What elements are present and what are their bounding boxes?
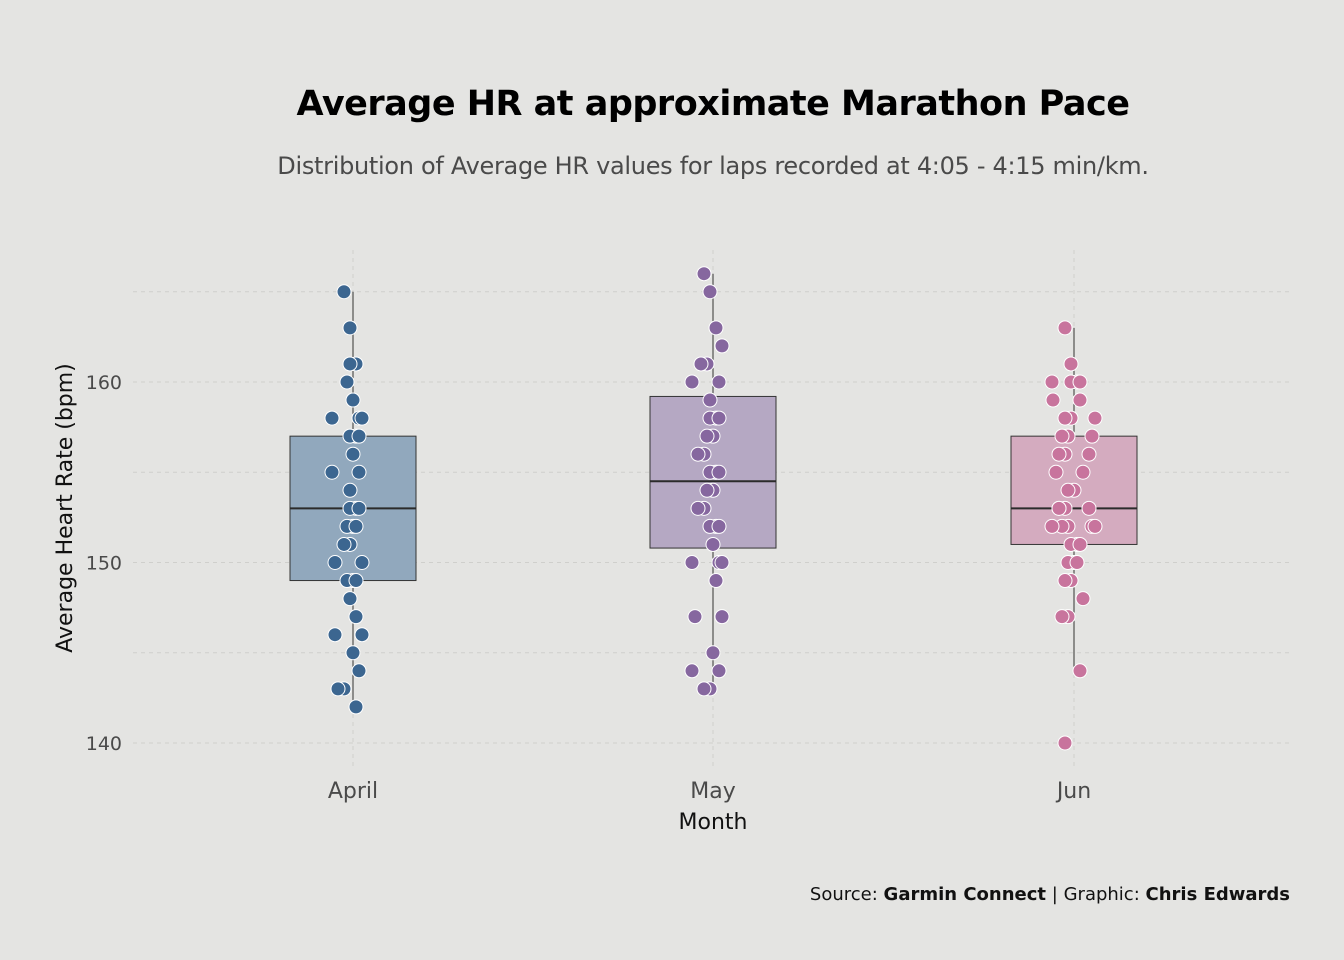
data-point	[345, 446, 361, 462]
y-tick-label: 140	[86, 733, 122, 755]
data-point	[1087, 518, 1103, 534]
y-tick-label: 160	[86, 372, 122, 394]
data-point	[348, 573, 364, 589]
data-point	[1072, 663, 1088, 679]
caption-graphic-label: Graphic:	[1063, 884, 1140, 905]
data-point	[354, 627, 370, 643]
y-axis-title: Average Heart Rate (bpm)	[53, 363, 78, 653]
data-point	[690, 500, 706, 516]
data-point	[702, 392, 718, 408]
caption-source-label: Source:	[809, 884, 878, 905]
data-point	[1057, 320, 1073, 336]
data-point	[705, 645, 721, 661]
data-point	[696, 681, 712, 697]
chart-title: Average HR at approximate Marathon Pace	[296, 84, 1131, 124]
data-point	[1045, 392, 1061, 408]
data-point	[693, 356, 709, 372]
data-point	[1072, 536, 1088, 552]
x-tick-label: Jun	[1055, 779, 1091, 804]
data-point	[345, 645, 361, 661]
caption-graphic: Chris Edwards	[1145, 884, 1290, 905]
data-point	[324, 410, 340, 426]
data-point	[1072, 374, 1088, 390]
data-point	[705, 536, 721, 552]
data-point	[711, 410, 727, 426]
chart-caption: Source: Garmin Connect | Graphic: Chris …	[810, 884, 1290, 905]
data-point	[1054, 609, 1070, 625]
data-point	[690, 446, 706, 462]
data-point	[714, 555, 730, 570]
data-point	[1057, 573, 1073, 589]
data-point	[348, 518, 364, 534]
x-axis-title: Month	[679, 810, 748, 835]
data-point	[1057, 410, 1073, 426]
y-tick-label: 150	[86, 553, 122, 575]
data-point	[702, 284, 718, 300]
data-point	[339, 374, 355, 390]
data-point	[1051, 446, 1067, 462]
data-point	[1054, 428, 1070, 444]
data-point	[354, 410, 370, 426]
data-point	[1044, 518, 1060, 534]
data-point	[342, 320, 358, 336]
data-point	[711, 464, 727, 480]
x-tick-label: April	[328, 779, 378, 804]
data-point	[336, 284, 352, 300]
data-point	[714, 609, 730, 625]
data-point	[714, 338, 730, 354]
caption-source: Garmin Connect	[883, 884, 1047, 905]
data-point	[1057, 735, 1073, 751]
data-point	[699, 482, 715, 498]
data-point	[711, 518, 727, 534]
data-point	[708, 320, 724, 336]
data-point	[348, 699, 364, 715]
data-point	[1051, 500, 1067, 516]
data-point	[1087, 410, 1103, 426]
data-point	[699, 428, 715, 444]
data-point	[684, 555, 700, 570]
data-point	[330, 681, 346, 697]
data-point	[684, 663, 700, 679]
data-point	[1060, 482, 1076, 498]
data-point	[1069, 555, 1085, 570]
caption-separator: |	[1051, 884, 1058, 905]
x-tick-label: May	[690, 779, 735, 804]
data-point	[351, 663, 367, 679]
data-point	[348, 609, 364, 625]
data-point	[1072, 392, 1088, 408]
data-point	[1081, 446, 1097, 462]
data-point	[1048, 464, 1064, 480]
data-point	[1044, 374, 1060, 390]
data-point	[711, 663, 727, 679]
data-point	[684, 374, 700, 390]
data-point	[324, 464, 340, 480]
chart-subtitle: Distribution of Average HR values for la…	[277, 152, 1149, 180]
data-point	[351, 464, 367, 480]
data-point	[711, 374, 727, 390]
data-point	[345, 392, 361, 408]
data-point	[1063, 356, 1079, 372]
data-point	[708, 573, 724, 589]
data-point	[327, 555, 343, 570]
data-point	[1075, 591, 1091, 607]
data-point	[351, 428, 367, 444]
data-point	[351, 500, 367, 516]
data-point	[1084, 428, 1100, 444]
data-point	[327, 627, 343, 643]
data-point	[342, 591, 358, 607]
data-point	[342, 482, 358, 498]
data-point	[687, 609, 703, 625]
data-point	[336, 536, 352, 552]
data-point	[1081, 500, 1097, 516]
data-point	[1075, 464, 1091, 480]
data-point	[696, 266, 712, 282]
data-point	[342, 356, 358, 372]
data-point	[354, 555, 370, 570]
